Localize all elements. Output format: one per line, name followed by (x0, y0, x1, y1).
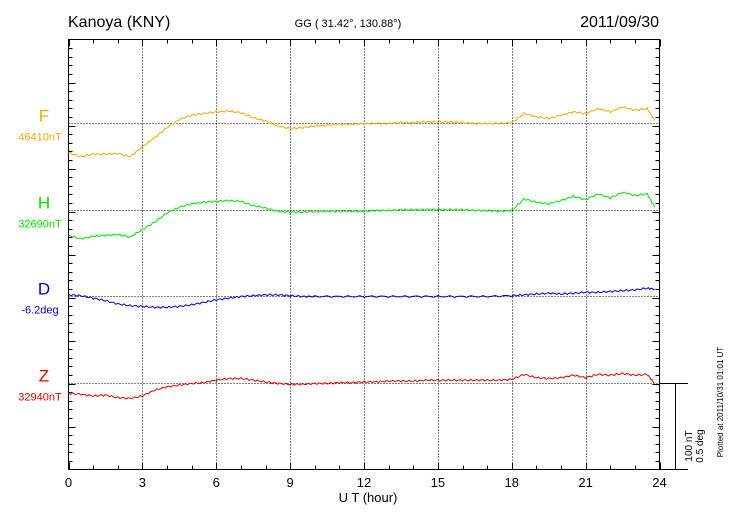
station-title: Kanoya (KNY) (68, 14, 170, 31)
series-lines (68, 105, 656, 400)
x-tick-label: 9 (287, 475, 294, 490)
series-line-D (68, 286, 655, 309)
baseline-value-F: 46410nT (18, 132, 62, 144)
component-label-D: D (38, 280, 50, 299)
x-tick-label: 3 (139, 475, 146, 490)
series-line-H (68, 191, 656, 240)
plotted-at-note: Plotted at 2011/10/31 01:01 UT (716, 347, 725, 458)
baseline-value-H: 32690nT (18, 219, 62, 231)
component-label-Z: Z (39, 367, 49, 386)
series-line-F (68, 105, 656, 158)
x-axis-title: U T (hour) (339, 490, 398, 505)
x-tick-label: 15 (431, 475, 445, 490)
baseline-value-D: -6.2deg (21, 305, 58, 317)
x-tick-labels: 0 3 6 9 12 15 18 21 24 (65, 475, 667, 490)
x-tick-label: 21 (578, 475, 592, 490)
chart-date: 2011/09/30 (580, 14, 659, 31)
component-label-H: H (38, 194, 50, 213)
scale-deg-label: 0.5 deg (695, 429, 706, 462)
baseline-value-Z: 32940nT (18, 392, 62, 404)
x-tick-label: 18 (505, 475, 519, 490)
component-label-F: F (39, 107, 49, 126)
scale-nt-label: 100 nT (684, 430, 695, 461)
x-tick-label: 12 (357, 475, 371, 490)
series-line-Z (68, 372, 655, 400)
component-labels: F 46410nT H 32690nT D -6.2deg Z 32940nT (18, 107, 62, 404)
axis-ticks (68, 39, 661, 470)
plot-frame (68, 39, 660, 470)
scale-bar: 100 nT 0.5 deg (660, 383, 706, 470)
x-tick-label: 6 (213, 475, 220, 490)
x-tick-label: 0 (65, 475, 72, 490)
grid-lines (68, 39, 660, 470)
x-tick-label: 24 (652, 475, 666, 490)
station-coordinates: GG ( 31.42°, 130.88°) (295, 18, 402, 30)
